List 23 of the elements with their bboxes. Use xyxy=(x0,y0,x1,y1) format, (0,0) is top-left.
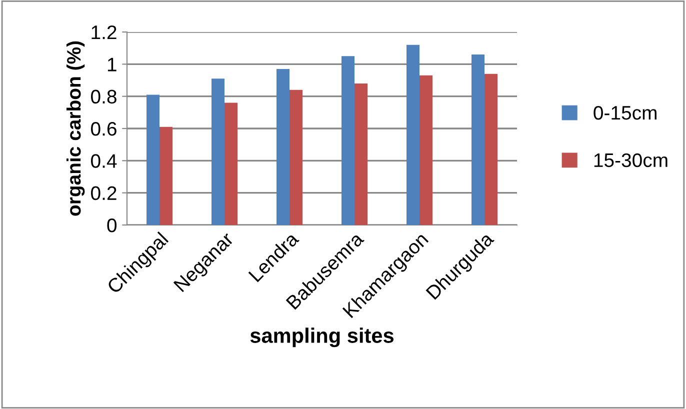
bar xyxy=(290,90,302,225)
y-tick-label: 1.2 xyxy=(92,25,116,40)
bar xyxy=(484,74,498,225)
bar xyxy=(212,78,224,225)
y-tick-label: 0.6 xyxy=(91,122,116,136)
bar xyxy=(160,126,172,225)
y-tick-label: 0.4 xyxy=(91,154,117,168)
legend-label: 15-30cm xyxy=(594,153,668,168)
bar xyxy=(146,94,160,225)
bar xyxy=(276,68,290,225)
y-tick-label: 0.8 xyxy=(91,90,116,104)
bar xyxy=(406,44,420,225)
bar xyxy=(342,56,354,225)
y-tick-label: 0 xyxy=(107,218,117,232)
bar xyxy=(472,54,484,225)
y-tick-label: 0.2 xyxy=(91,186,116,200)
y-tick-label: 1 xyxy=(108,58,116,72)
bar xyxy=(420,75,432,225)
x-axis-title: sampling sites xyxy=(250,328,394,348)
bar xyxy=(224,102,238,225)
bar xyxy=(354,83,368,225)
legend-label: 0-15cm xyxy=(594,106,656,120)
y-axis-title: organic carbon (%) xyxy=(66,41,85,216)
